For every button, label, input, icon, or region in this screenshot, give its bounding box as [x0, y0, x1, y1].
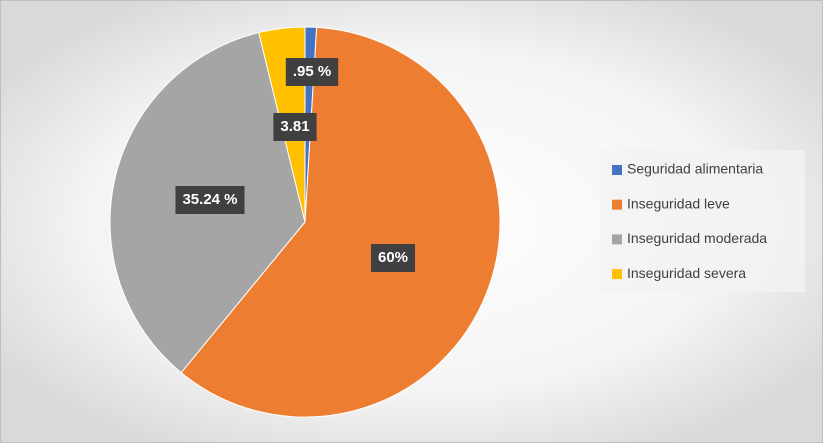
data-label-box: [273, 113, 317, 141]
pie-slice: [180, 26, 501, 418]
legend-swatch: [612, 269, 622, 280]
data-label: .95 %: [293, 63, 331, 80]
data-label: 60%: [378, 249, 408, 266]
legend-label: Inseguridad severa: [627, 265, 746, 281]
legend-label: Seguridad alimentaria: [627, 161, 763, 177]
legend-box: [600, 150, 805, 292]
data-label-box: [370, 244, 416, 272]
data-label: 3.81: [280, 118, 309, 135]
legend-swatch: [612, 234, 622, 245]
data-label-box: [175, 186, 245, 214]
legend-swatch: [612, 199, 622, 210]
legend-label: Inseguridad moderada: [627, 230, 767, 246]
data-label: 35.24 %: [182, 191, 237, 208]
data-label-box: [285, 58, 339, 86]
legend-label: Inseguridad leve: [627, 195, 730, 211]
legend-swatch: [612, 165, 622, 175]
